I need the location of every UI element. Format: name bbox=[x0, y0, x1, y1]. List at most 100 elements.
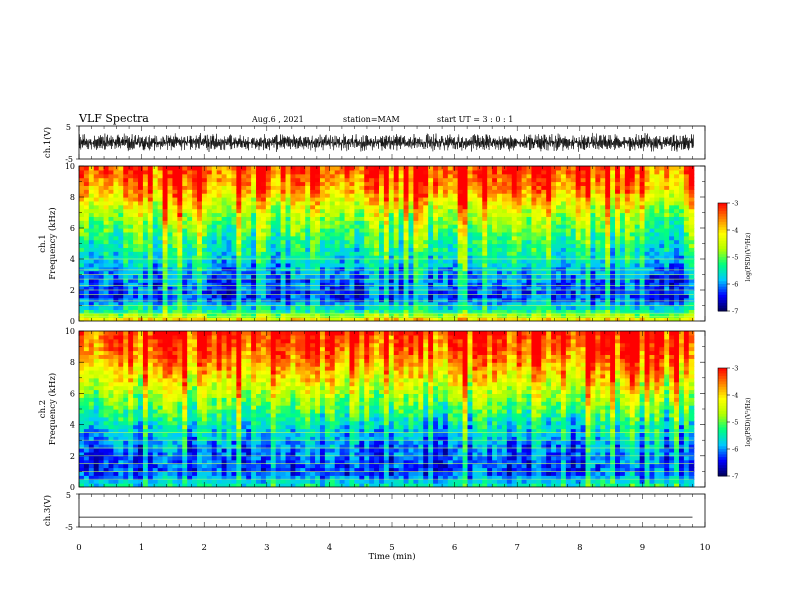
spectrogram-cell bbox=[334, 266, 341, 272]
spectrogram-cell bbox=[152, 301, 159, 307]
spectrogram-cell bbox=[433, 301, 439, 307]
spectrogram-cell bbox=[506, 212, 513, 217]
spectrogram-cell bbox=[128, 231, 134, 237]
spectrogram-cell bbox=[605, 293, 611, 299]
spectrogram-cell bbox=[413, 239, 419, 245]
spectrogram-cell bbox=[462, 293, 469, 299]
spectrogram-cell bbox=[83, 262, 90, 268]
spectrogram-cell bbox=[438, 282, 444, 287]
spectrogram-cell bbox=[467, 286, 474, 291]
spectrogram-cell bbox=[438, 301, 444, 307]
spectrogram-cell bbox=[521, 208, 528, 214]
spectrogram-cell bbox=[285, 262, 292, 268]
spectrogram-cell bbox=[192, 169, 198, 175]
spectrogram-cell bbox=[526, 189, 533, 194]
spectrogram-cell bbox=[172, 169, 178, 175]
spectrogram-cell bbox=[595, 290, 601, 295]
spectrogram-cell bbox=[98, 293, 105, 299]
spectrogram-cell bbox=[457, 208, 464, 214]
spectrogram-cell bbox=[418, 185, 424, 190]
spectrogram-cell bbox=[634, 317, 641, 321]
spectrogram-cell bbox=[383, 189, 390, 194]
spectrogram-cell bbox=[339, 259, 346, 264]
spectrogram-cell bbox=[162, 220, 169, 225]
spectrogram-cell bbox=[595, 243, 601, 248]
spectrogram-cell bbox=[487, 216, 493, 221]
spectrogram-cell bbox=[211, 220, 218, 225]
spectrogram-cell bbox=[526, 266, 533, 272]
spectrogram-cell bbox=[211, 309, 218, 314]
spectrogram-cell bbox=[403, 216, 410, 221]
spectrogram-cell bbox=[216, 193, 223, 198]
spectrogram-cell bbox=[256, 216, 262, 221]
spectrogram-cell bbox=[462, 181, 469, 186]
spectrogram-cell bbox=[236, 231, 242, 237]
spectrogram-cell bbox=[418, 197, 424, 202]
spectrogram-cell bbox=[182, 216, 188, 221]
spectrogram-cell bbox=[334, 293, 341, 299]
spectrogram-cell bbox=[162, 274, 169, 279]
spectrogram-cell bbox=[369, 200, 375, 206]
spectrogram-cell bbox=[595, 297, 601, 303]
spectrogram-cell bbox=[521, 305, 528, 310]
spectrogram-cell bbox=[570, 212, 577, 217]
spectrogram-cell bbox=[462, 185, 469, 190]
spectrogram-cell bbox=[339, 177, 346, 183]
spectrogram-cell bbox=[251, 243, 257, 248]
spectrogram-cell bbox=[551, 208, 557, 214]
spectrogram-cell bbox=[447, 313, 454, 318]
spectrogram-cell bbox=[152, 270, 159, 276]
spectrogram-cell bbox=[624, 212, 631, 217]
spectrogram-cell bbox=[501, 297, 508, 303]
spectrogram-cell bbox=[565, 224, 572, 229]
spectrogram-cell bbox=[334, 212, 341, 217]
spectrogram-cell bbox=[88, 274, 95, 279]
spectrogram-cell bbox=[541, 290, 547, 295]
spectrogram-cell bbox=[433, 317, 439, 321]
spectrogram-cell bbox=[251, 297, 257, 303]
spectrogram-cell bbox=[556, 204, 562, 210]
spectrogram-cell bbox=[526, 235, 533, 241]
spectrogram-cell bbox=[79, 166, 85, 171]
spectrogram-cell bbox=[403, 185, 410, 190]
spectrogram-cell bbox=[221, 317, 228, 321]
spectrogram-cell bbox=[546, 278, 552, 283]
spectrogram-cell bbox=[246, 193, 252, 198]
spectrogram-cell bbox=[585, 317, 592, 321]
spectrogram-cell bbox=[167, 204, 174, 210]
spectrogram-cell bbox=[556, 166, 562, 171]
spectrogram-cell bbox=[659, 224, 665, 229]
spectrogram-cell bbox=[536, 247, 542, 252]
spectrogram-cell bbox=[246, 255, 252, 260]
spectrogram-cell bbox=[477, 293, 483, 299]
spectrogram-cell bbox=[595, 220, 601, 225]
spectrogram-cell bbox=[79, 200, 85, 206]
spectrogram-cell bbox=[93, 173, 100, 179]
spectrogram-cell bbox=[472, 266, 478, 272]
spectrogram-cell bbox=[497, 270, 503, 276]
spectrogram-cell bbox=[344, 197, 351, 202]
spectrogram-cell bbox=[226, 208, 233, 214]
spectrogram-cell bbox=[516, 216, 523, 221]
spectrogram-cell bbox=[442, 270, 449, 276]
spectrogram-cell bbox=[216, 228, 223, 233]
spectrogram-cell bbox=[157, 293, 164, 299]
spectrogram-cell bbox=[615, 177, 621, 183]
spectrogram-cell bbox=[280, 169, 287, 175]
spectrogram-cell bbox=[290, 228, 296, 233]
spectrogram-cell bbox=[138, 305, 144, 310]
spectrogram-cell bbox=[428, 220, 434, 225]
spectrogram-cell bbox=[246, 166, 252, 171]
spectrogram-cell bbox=[187, 313, 193, 318]
spectrogram-cell bbox=[98, 286, 105, 291]
spectrogram-cell bbox=[275, 243, 282, 248]
spectrogram-cell bbox=[211, 197, 218, 202]
spectrogram-cell bbox=[467, 166, 474, 171]
spectrogram-cell bbox=[497, 200, 503, 206]
spectrogram-cell bbox=[354, 235, 360, 241]
spectrogram-cell bbox=[423, 208, 429, 214]
spectrogram-cell bbox=[442, 189, 449, 194]
spectrogram-cell bbox=[305, 239, 311, 245]
spectrogram-cell bbox=[251, 286, 257, 291]
spectrogram-cell bbox=[226, 185, 233, 190]
